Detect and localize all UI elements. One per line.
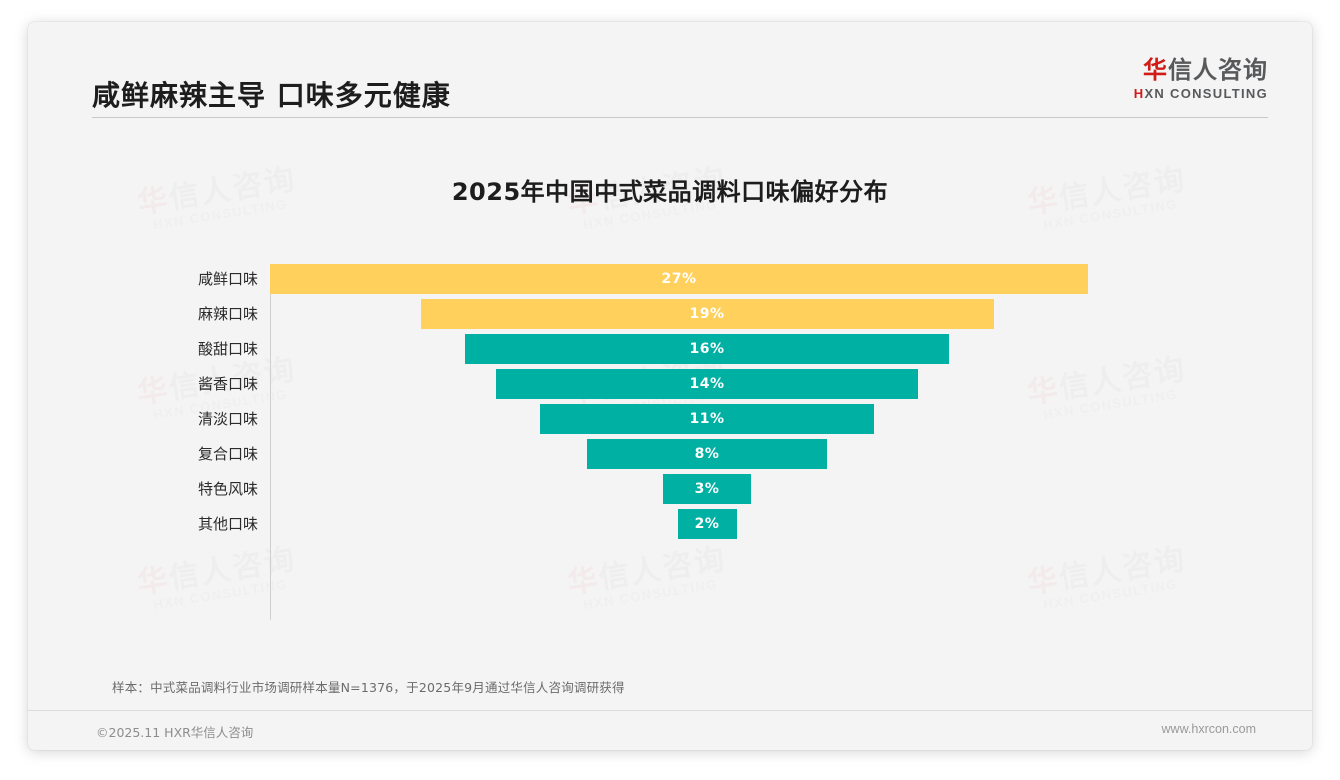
bar-row: 特色风味 3%: [28, 474, 1312, 509]
bar-value-label: 8%: [694, 446, 720, 462]
bar-track: 3%: [270, 474, 1312, 504]
bar-category-label: 复合口味: [197, 445, 258, 463]
bar-value-label: 19%: [689, 306, 725, 322]
bar-category-label: 其他口味: [197, 515, 258, 533]
bar-value-label: 16%: [689, 341, 725, 357]
brand-logo-cn-red: 华: [1143, 56, 1168, 84]
slide-header: 咸鲜麻辣主导 口味多元健康 华信人咨询 HXN CONSULTING: [28, 22, 1312, 126]
bar-track: 14%: [270, 369, 1312, 399]
bar-category-label: 咸鲜口味: [197, 270, 258, 288]
bar-segment[interactable]: 2%: [677, 509, 737, 539]
bar-track: 16%: [270, 334, 1312, 364]
slide-canvas: 华信人咨询 HXN CONSULTING 华信人咨询 HXN CONSULTIN…: [28, 22, 1312, 750]
bar-rows-container: 咸鲜口味 27% 麻辣口味 19% 酸甜口味 16% 酱香口味 14% 清淡口味 11% 复合口味 8…: [28, 264, 1312, 544]
copyright-text: ©2025.11 HXR华信人咨询: [96, 725, 254, 740]
bar-value-label: 2%: [694, 516, 720, 532]
bar-value-label: 3%: [694, 481, 720, 497]
bar-row: 麻辣口味 19%: [28, 299, 1312, 334]
bar-value-label: 14%: [689, 376, 725, 392]
bar-value-label: 27%: [661, 271, 697, 287]
bar-segment[interactable]: 3%: [663, 474, 751, 504]
bar-value-label: 11%: [689, 411, 725, 427]
bar-row: 其他口味 2%: [28, 509, 1312, 544]
funnel-bar-chart: 咸鲜口味 27% 麻辣口味 19% 酸甜口味 16% 酱香口味 14% 清淡口味 11% 复合口味 8…: [28, 260, 1312, 640]
website-url: www.hxrcon.com: [1161, 722, 1256, 736]
bar-category-label: 清淡口味: [197, 410, 258, 428]
page-title: 咸鲜麻辣主导 口味多元健康: [92, 79, 451, 112]
bar-segment[interactable]: 14%: [496, 369, 918, 399]
brand-logo-cn-rest: 信人咨询: [1168, 56, 1268, 84]
bar-row: 清淡口味 11%: [28, 404, 1312, 439]
slide-footer: ©2025.11 HXR华信人咨询 www.hxrcon.com: [28, 710, 1312, 750]
bar-row: 复合口味 8%: [28, 439, 1312, 474]
bar-row: 酸甜口味 16%: [28, 334, 1312, 369]
brand-logo-en: HXN CONSULTING: [1134, 86, 1268, 101]
brand-logo: 华信人咨询 HXN CONSULTING: [1134, 56, 1268, 101]
brand-logo-en-rest: XN CONSULTING: [1144, 86, 1268, 102]
bar-segment[interactable]: 19%: [420, 299, 994, 329]
header-divider: [92, 117, 1268, 118]
chart-title: 2025年中国中式菜品调料口味偏好分布: [451, 178, 889, 206]
bar-category-label: 酸甜口味: [197, 340, 258, 358]
brand-logo-en-red: H: [1133, 86, 1145, 102]
brand-logo-cn: 华信人咨询: [1134, 56, 1268, 84]
bar-category-label: 麻辣口味: [197, 305, 258, 323]
bar-row: 咸鲜口味 27%: [28, 264, 1312, 299]
bar-segment[interactable]: 16%: [465, 334, 949, 364]
bar-track: 2%: [270, 509, 1312, 539]
bar-category-label: 特色风味: [197, 480, 258, 498]
bar-segment[interactable]: 27%: [270, 264, 1088, 294]
bar-track: 8%: [270, 439, 1312, 469]
source-footnote: 样本：中式菜品调料行业市场调研样本量N=1376，于2025年9月通过华信人咨询…: [112, 680, 625, 695]
bar-track: 19%: [270, 299, 1312, 329]
category-axis-line: [270, 264, 271, 620]
bar-track: 11%: [270, 404, 1312, 434]
bar-row: 酱香口味 14%: [28, 369, 1312, 404]
bar-segment[interactable]: 11%: [540, 404, 874, 434]
bar-track: 27%: [270, 264, 1312, 294]
bar-category-label: 酱香口味: [197, 375, 258, 393]
bar-segment[interactable]: 8%: [587, 439, 827, 469]
footer-divider: [28, 710, 1312, 711]
